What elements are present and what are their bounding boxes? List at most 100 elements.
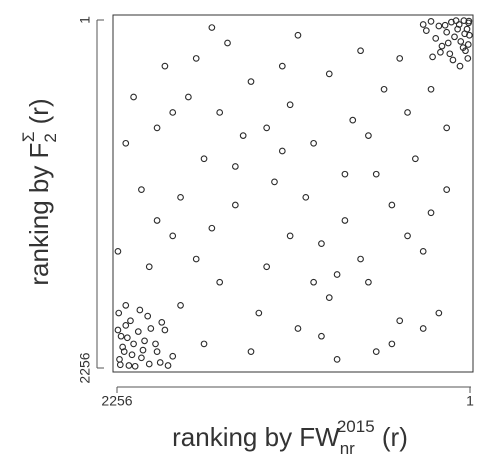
point (127, 317, 134, 325)
point (138, 186, 145, 193)
point (169, 352, 177, 360)
point (302, 193, 310, 201)
point (114, 247, 122, 255)
x-label-sup: 2015 (337, 417, 375, 436)
point (145, 360, 153, 368)
point (286, 232, 294, 240)
point (443, 186, 451, 193)
point (396, 317, 404, 325)
point (116, 361, 124, 369)
point (432, 35, 440, 42)
point (169, 232, 177, 240)
point (341, 170, 349, 178)
point (427, 209, 435, 217)
point (310, 278, 317, 286)
point (325, 294, 333, 301)
point (412, 155, 419, 163)
x-label-text: ranking by FW (172, 422, 340, 452)
point (152, 340, 159, 348)
point (161, 62, 169, 70)
point (438, 42, 446, 50)
point (224, 39, 231, 47)
point (357, 255, 364, 263)
point (372, 170, 380, 178)
point (208, 224, 216, 232)
point (404, 109, 411, 116)
point (164, 362, 172, 369)
point (443, 124, 451, 132)
point (200, 155, 208, 163)
point (263, 263, 271, 271)
point (278, 147, 286, 155)
point (427, 18, 435, 25)
point (429, 53, 436, 61)
point (136, 306, 144, 314)
point (192, 55, 200, 62)
point (451, 33, 458, 41)
point (333, 356, 341, 363)
point (464, 41, 472, 48)
point (134, 328, 142, 335)
point (452, 17, 460, 24)
point (333, 271, 341, 278)
y-axis-label: ranking by F2Σ (r) (19, 98, 60, 285)
point (125, 362, 133, 369)
point (177, 193, 184, 201)
point (116, 356, 123, 363)
point (380, 85, 388, 93)
point (158, 318, 166, 326)
y-label-sup: Σ (19, 132, 38, 143)
point (247, 348, 255, 355)
point (457, 38, 465, 45)
point (139, 346, 147, 354)
point (130, 340, 137, 348)
point (388, 201, 396, 209)
x-label-sub: nr (340, 439, 355, 458)
point (122, 139, 130, 147)
point (208, 24, 216, 31)
point (119, 343, 126, 351)
point (216, 278, 224, 286)
point (147, 325, 155, 332)
point (138, 354, 145, 362)
point (122, 301, 130, 309)
point (117, 332, 125, 340)
plot-frame (112, 14, 474, 373)
x-axis-label: ranking by FWnr 2015 (r) (172, 417, 408, 458)
point (365, 278, 372, 286)
point (247, 78, 255, 85)
point (231, 163, 239, 170)
point (349, 116, 357, 124)
point (122, 322, 130, 329)
point (325, 70, 333, 78)
point (216, 109, 224, 116)
point (145, 263, 153, 271)
y-tick-label: 2256 (77, 352, 93, 383)
point (115, 309, 123, 317)
point (169, 109, 177, 116)
x-tick-label: 2256 (101, 393, 132, 409)
point (435, 22, 443, 30)
x-label-suffix: (r) (375, 422, 408, 452)
point (341, 217, 349, 224)
point (372, 348, 380, 355)
point (286, 101, 294, 109)
point (153, 348, 161, 355)
point (294, 31, 302, 39)
point (419, 325, 427, 332)
point (114, 326, 122, 334)
point (271, 178, 278, 186)
point (153, 124, 161, 132)
point (443, 28, 451, 36)
point (177, 301, 184, 309)
point (318, 332, 325, 340)
y-label-suffix: (r) (24, 98, 54, 131)
point (422, 27, 430, 34)
point (318, 240, 325, 247)
point (123, 334, 131, 342)
point (185, 93, 192, 101)
point (444, 39, 452, 47)
point (396, 55, 404, 62)
point (200, 340, 208, 348)
